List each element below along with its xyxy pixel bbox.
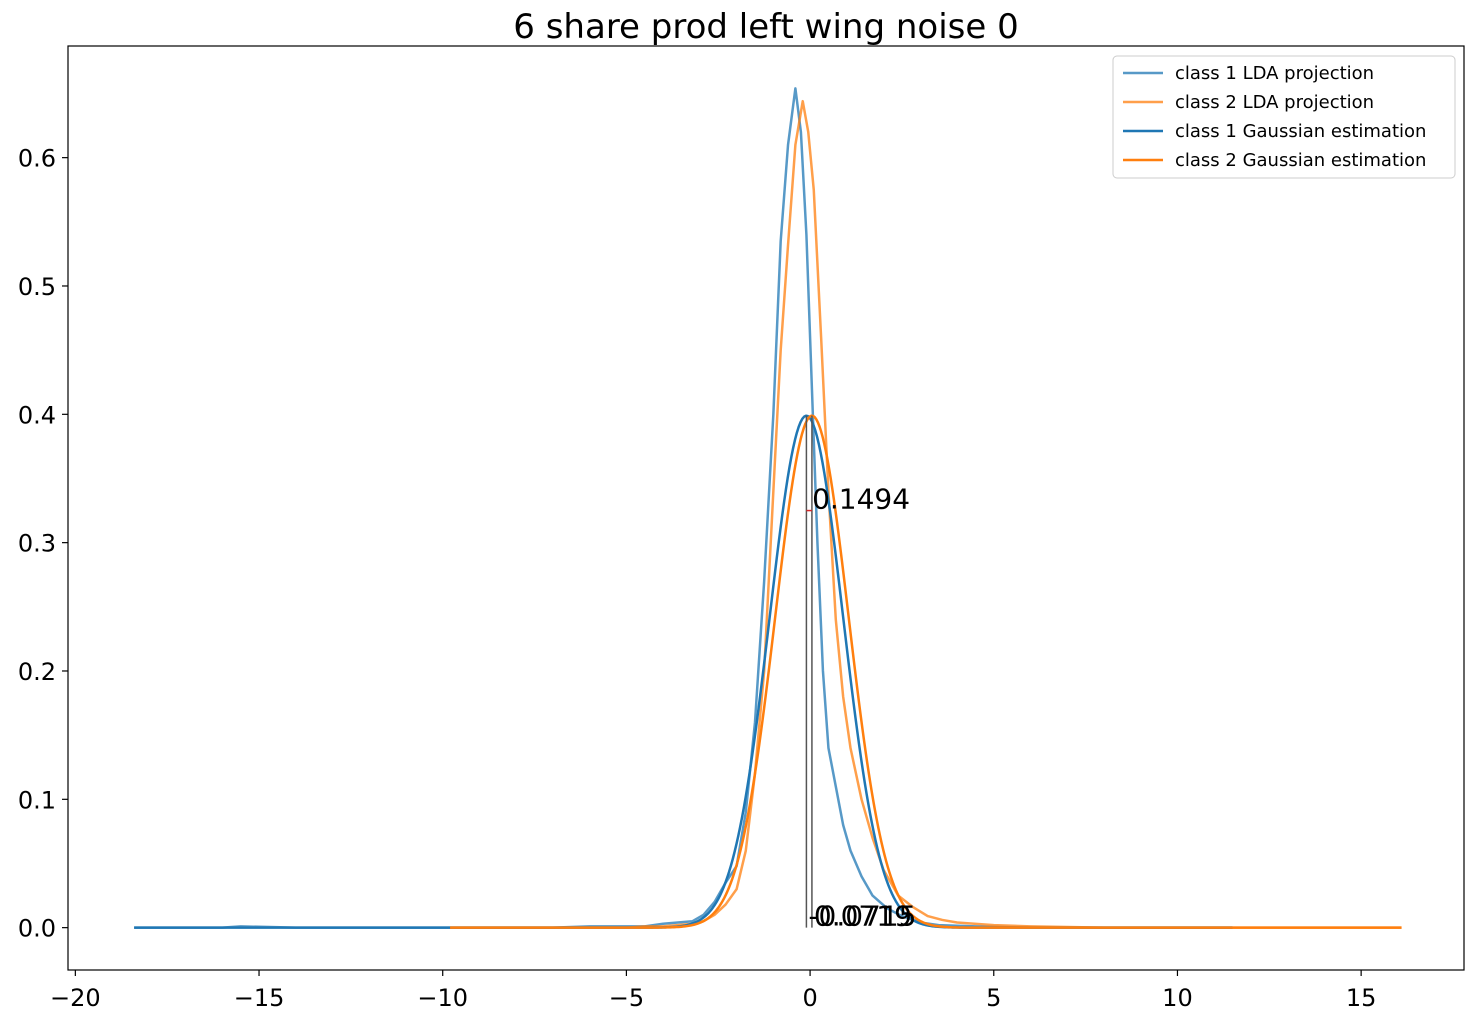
x-tick-label: −20 xyxy=(50,984,101,1012)
x-tick-label: 0 xyxy=(802,984,817,1012)
y-tick-label: 0.2 xyxy=(18,658,56,686)
x-tick-label: 5 xyxy=(986,984,1001,1012)
y-tick-label: 0.0 xyxy=(18,915,56,943)
legend-label-1: class 1 LDA projection xyxy=(1175,63,1374,84)
annotation-label: 0.1494 xyxy=(812,483,910,516)
legend: class 1 LDA projection class 2 LDA projec… xyxy=(1112,55,1456,179)
x-tick-label: −15 xyxy=(234,984,285,1012)
x-tick-label: 15 xyxy=(1346,984,1377,1012)
x-tick-label: −5 xyxy=(609,984,644,1012)
series-line-4 xyxy=(450,414,1402,929)
y-tick-label: 0.6 xyxy=(18,145,56,173)
series-group xyxy=(134,87,1402,929)
series-line-2 xyxy=(450,99,1402,929)
y-tick-label: 0.3 xyxy=(18,530,56,558)
axes: −20 −15 −10 −5 0 5 10 15 0.0 0.1 0.2 0.3 0.4 0.5 0.6 xyxy=(18,45,1465,1012)
y-tick-label: 0.1 xyxy=(18,786,56,814)
legend-label-3: class 1 Gaussian estimation xyxy=(1175,121,1426,142)
legend-label-4: class 2 Gaussian estimation xyxy=(1175,150,1426,171)
annotation-label: 0.0719 xyxy=(814,900,912,933)
legend-box xyxy=(1112,55,1456,179)
y-tick-label: 0.4 xyxy=(18,401,56,429)
x-tick-label: 10 xyxy=(1162,984,1193,1012)
annotation-label: -0.0715 xyxy=(808,900,916,933)
chart-title: 6 share prod left wing noise 0 xyxy=(513,7,1018,47)
plot-area xyxy=(134,87,1402,929)
legend-label-2: class 2 LDA projection xyxy=(1175,92,1374,113)
x-tick-label: −10 xyxy=(417,984,468,1012)
y-tick-label: 0.5 xyxy=(18,273,56,301)
axes-frame xyxy=(67,45,1465,971)
